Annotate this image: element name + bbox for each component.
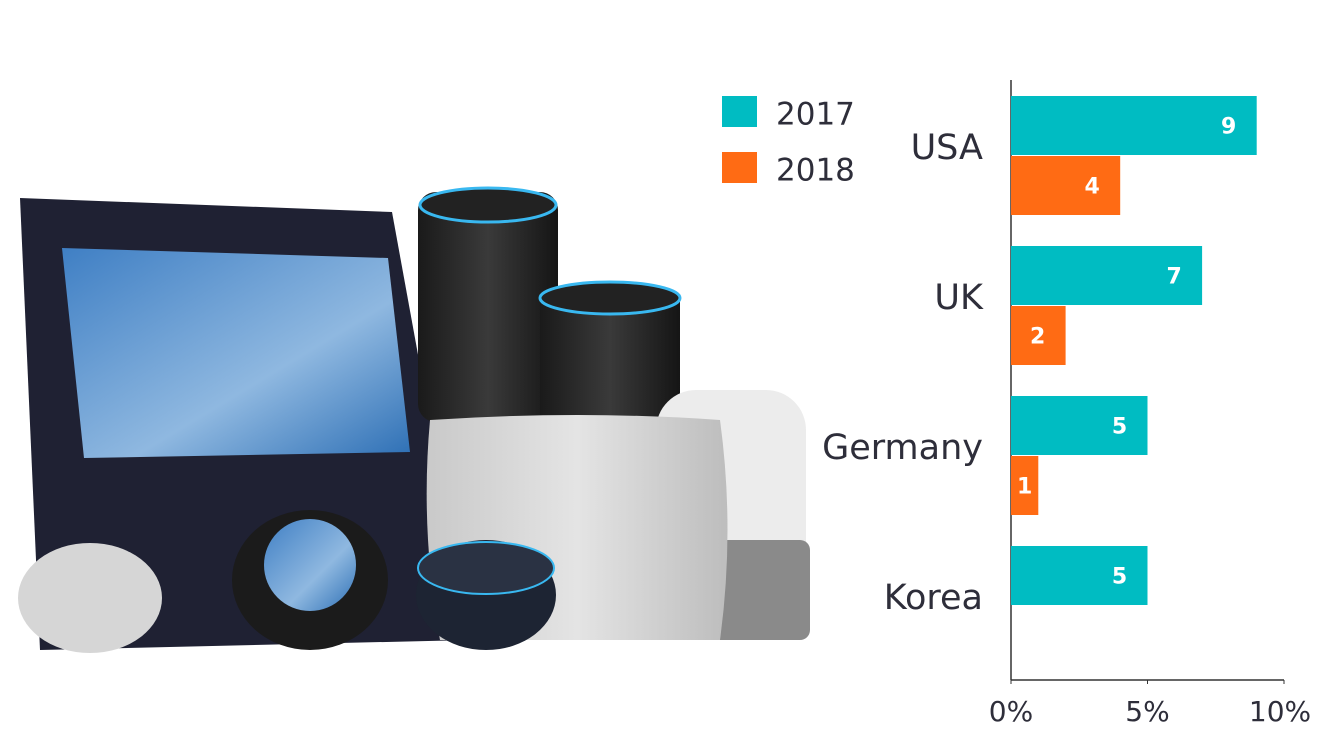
bar xyxy=(1011,546,1148,605)
bar xyxy=(1011,306,1066,365)
bar xyxy=(1011,396,1148,455)
x-tick-label: 5% xyxy=(1125,695,1169,728)
category-label: Korea xyxy=(884,578,983,618)
x-tick-label: 10% xyxy=(1249,695,1311,728)
bar xyxy=(1011,456,1039,515)
bar xyxy=(1011,156,1121,215)
category-label: UK xyxy=(934,278,984,318)
device-photo xyxy=(18,186,810,653)
value-label: 1 xyxy=(1017,475,1032,500)
legend-label: 2017 xyxy=(776,97,855,133)
value-label: 2 xyxy=(1030,325,1045,350)
legend-swatch xyxy=(722,96,757,127)
value-label: 5 xyxy=(1112,565,1127,590)
bar xyxy=(1011,246,1203,305)
x-tick-label: 0% xyxy=(989,695,1033,728)
value-label: 5 xyxy=(1112,415,1127,440)
value-label: 7 xyxy=(1166,265,1181,290)
value-label: 9 xyxy=(1221,115,1236,140)
category-label: USA xyxy=(911,128,983,168)
legend-label: 2018 xyxy=(776,153,855,189)
category-label: Germany xyxy=(822,428,983,468)
legend-swatch xyxy=(722,152,757,183)
bar xyxy=(1011,96,1257,155)
chart: 0% 5% 10% USA 9 4 UK 7 2 Germany 5 1 Korea 5 2017 2018 xyxy=(722,80,1311,728)
value-label: 4 xyxy=(1085,175,1100,200)
